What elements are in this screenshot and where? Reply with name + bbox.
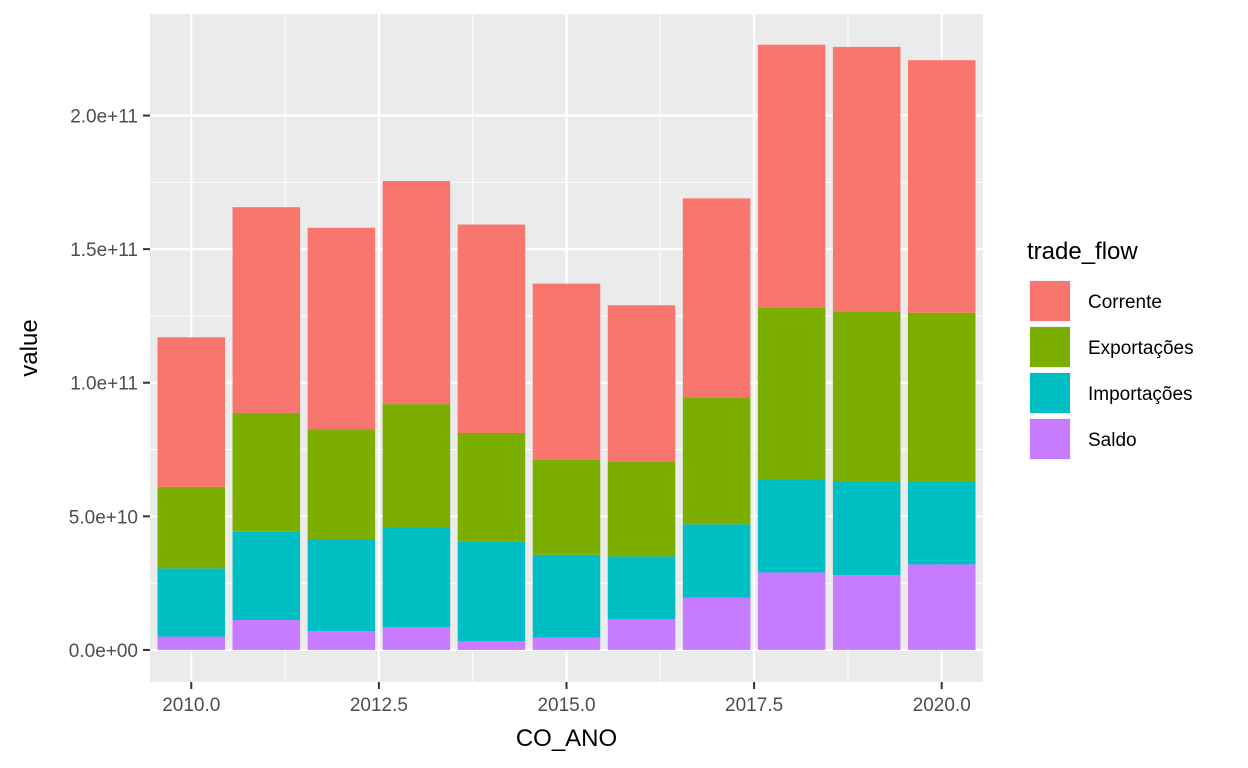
legend-key-swatch — [1030, 373, 1070, 413]
bar-saldo-2017 — [682, 597, 751, 650]
y-tick-label: 0.0e+00 — [69, 641, 138, 662]
y-tick-label: 2.0e+11 — [70, 107, 138, 128]
bar-saldo-2010 — [157, 636, 226, 650]
bar-corrente-2018 — [757, 44, 826, 308]
legend-key-swatch — [1030, 281, 1070, 321]
x-tick-label: 2017.5 — [725, 695, 783, 716]
x-axis-title: CO_ANO — [516, 725, 617, 752]
bar-corrente-2011 — [232, 207, 301, 413]
bar-corrente-2017 — [682, 198, 751, 398]
bar-importacoes-2020 — [907, 481, 976, 565]
bar-corrente-2013 — [382, 181, 451, 405]
bar-exportacoes-2013 — [382, 404, 451, 528]
bar-importacoes-2010 — [157, 568, 226, 637]
bar-importacoes-2012 — [307, 539, 376, 632]
x-axis: 2010.0 2012.5 2015.0 2017.5 2020.0 — [162, 682, 971, 716]
bar-corrente-2015 — [532, 283, 601, 460]
legend-key-swatch — [1030, 327, 1070, 367]
x-tick-label: 2012.5 — [350, 695, 408, 716]
bar-corrente-2014 — [457, 224, 526, 433]
bar-saldo-2013 — [382, 627, 451, 650]
bar-exportacoes-2010 — [157, 486, 226, 569]
legend-key-swatch — [1030, 419, 1070, 459]
bar-exportacoes-2017 — [682, 397, 751, 525]
bar-saldo-2020 — [907, 564, 976, 650]
legend-label: Importações — [1088, 384, 1193, 405]
bar-corrente-2016 — [607, 305, 676, 462]
bar-importacoes-2016 — [607, 556, 676, 620]
y-tick-label: 1.0e+11 — [70, 374, 138, 395]
legend-label: Exportações — [1088, 338, 1194, 359]
y-axis: 0.0e+00 5.0e+10 1.0e+11 1.5e+11 2.0e+11 — [69, 107, 150, 662]
x-tick-label: 2015.0 — [537, 695, 595, 716]
bar-exportacoes-2014 — [457, 432, 526, 542]
bar-importacoes-2014 — [457, 541, 526, 642]
bar-exportacoes-2018 — [757, 307, 826, 479]
bar-importacoes-2019 — [832, 481, 901, 576]
y-tick-label: 5.0e+10 — [69, 507, 138, 528]
legend: trade_flow Corrente Exportações Importaçõe… — [1027, 238, 1194, 460]
bar-exportacoes-2011 — [232, 412, 301, 532]
bar-saldo-2015 — [532, 637, 601, 650]
y-tick-label: 1.5e+11 — [70, 240, 138, 261]
bar-corrente-2010 — [157, 337, 226, 487]
bar-importacoes-2017 — [682, 524, 751, 598]
bar-exportacoes-2019 — [832, 311, 901, 482]
bar-importacoes-2013 — [382, 527, 451, 628]
bar-saldo-2014 — [457, 641, 526, 650]
bar-saldo-2018 — [757, 572, 826, 650]
bar-corrente-2012 — [307, 227, 376, 430]
bar-exportacoes-2016 — [607, 461, 676, 557]
bar-saldo-2011 — [232, 620, 301, 650]
x-tick-label: 2020.0 — [913, 695, 971, 716]
legend-title: trade_flow — [1027, 238, 1138, 265]
bar-importacoes-2015 — [532, 554, 601, 638]
bars — [157, 44, 976, 650]
bar-exportacoes-2020 — [907, 312, 976, 482]
bar-saldo-2019 — [832, 575, 901, 650]
bar-importacoes-2018 — [757, 478, 826, 573]
bar-corrente-2019 — [832, 46, 901, 312]
bar-importacoes-2011 — [232, 531, 301, 621]
bar-exportacoes-2015 — [532, 459, 601, 555]
bar-saldo-2016 — [607, 619, 676, 650]
x-tick-label: 2010.0 — [162, 695, 220, 716]
y-axis-title: value — [16, 319, 43, 376]
legend-label: Corrente — [1088, 292, 1162, 313]
bar-exportacoes-2012 — [307, 429, 376, 540]
legend-label: Saldo — [1088, 430, 1137, 451]
bar-corrente-2020 — [907, 60, 976, 313]
bar-saldo-2012 — [307, 631, 376, 650]
